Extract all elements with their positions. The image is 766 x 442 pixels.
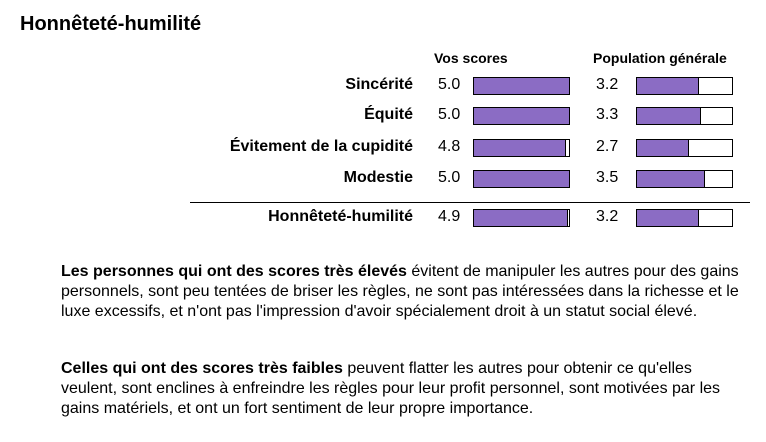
- population-score-bar-fill: [637, 210, 699, 226]
- population-score-value: 3.3: [596, 106, 619, 123]
- population-score-value: 3.5: [596, 169, 619, 186]
- your-score-bar: [473, 107, 570, 125]
- your-score-value: 5.0: [438, 76, 461, 93]
- score-row: Équité 5.0 3.3: [0, 105, 766, 129]
- population-score-bar-fill: [637, 78, 699, 94]
- description-low-scores: Celles qui ont des scores très faibles p…: [61, 359, 751, 419]
- row-label: Honnêteté-humilité: [268, 208, 413, 225]
- population-score-bar-fill: [637, 140, 690, 156]
- your-score-value: 5.0: [438, 106, 461, 123]
- your-score-bar: [473, 209, 570, 227]
- population-score-bar: [636, 170, 733, 188]
- your-score-bar-fill: [474, 78, 570, 94]
- total-row: Honnêteté-humilité 4.9 3.2: [0, 207, 766, 231]
- row-label: Modestie: [343, 169, 413, 186]
- your-score-bar-fill: [474, 140, 567, 156]
- score-row: Évitement de la cupidité 4.8 2.7: [0, 137, 766, 161]
- row-label: Sincérité: [345, 76, 413, 93]
- your-score-bar: [473, 139, 570, 157]
- your-score-bar-fill: [474, 171, 570, 187]
- column-header-vos-scores: Vos scores: [434, 50, 508, 66]
- population-score-bar: [636, 209, 733, 227]
- row-label: Évitement de la cupidité: [229, 138, 413, 155]
- population-score-value: 3.2: [596, 76, 619, 93]
- row-label: Équité: [364, 106, 413, 123]
- score-row: Sincérité 5.0 3.2: [0, 75, 766, 99]
- population-score-value: 2.7: [596, 138, 619, 155]
- your-score-bar: [473, 170, 570, 188]
- description-high-scores-lead: Les personnes qui ont des scores très él…: [61, 263, 407, 280]
- section-title: Honnêteté-humilité: [20, 13, 202, 35]
- description-low-scores-text: peuvent flatter les autres pour obtenir …: [61, 360, 721, 417]
- column-header-population: Population générale: [593, 50, 727, 66]
- population-score-value: 3.2: [596, 208, 619, 225]
- your-score-value: 4.8: [438, 138, 461, 155]
- population-score-bar: [636, 107, 733, 125]
- score-row: Modestie 5.0 3.5: [0, 168, 766, 192]
- your-score-bar-fill: [474, 108, 570, 124]
- your-score-value: 5.0: [438, 169, 461, 186]
- description-high-scores: Les personnes qui ont des scores très él…: [61, 262, 751, 322]
- population-score-bar-fill: [637, 108, 701, 124]
- population-score-bar: [636, 139, 733, 157]
- description-low-scores-lead: Celles qui ont des scores très faibles: [61, 360, 343, 377]
- description-high-scores-text: évitent de manipuler les autres pour des…: [61, 263, 739, 320]
- population-score-bar: [636, 77, 733, 95]
- your-score-bar-fill: [474, 210, 569, 226]
- population-score-bar-fill: [637, 171, 705, 187]
- total-divider: [190, 202, 750, 203]
- your-score-value: 4.9: [438, 208, 461, 225]
- your-score-bar: [473, 77, 570, 95]
